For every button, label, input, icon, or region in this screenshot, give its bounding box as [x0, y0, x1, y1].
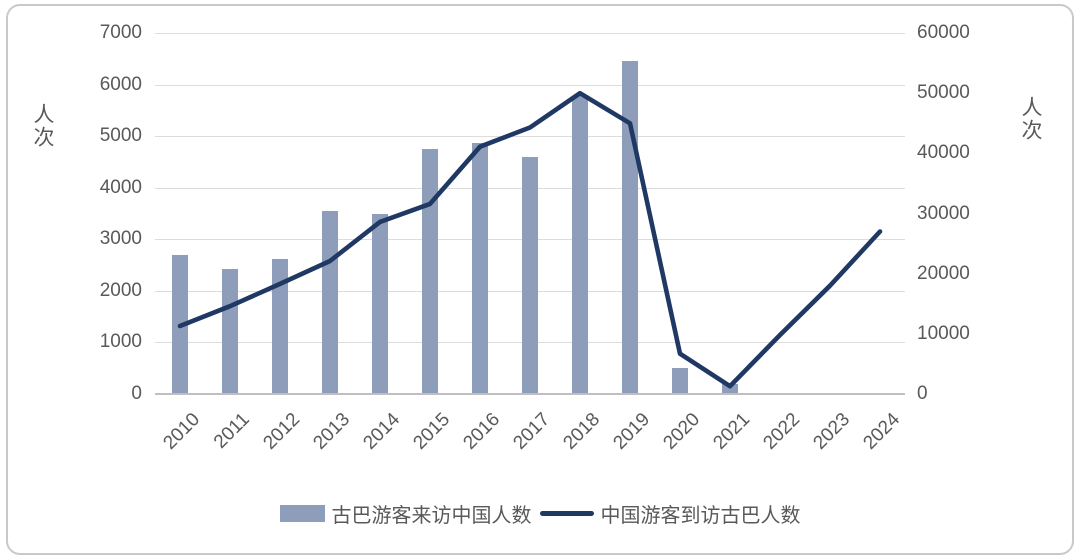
- x-axis-tick-label-2012: 2012: [259, 409, 304, 454]
- left-axis-title: 人次: [31, 103, 55, 149]
- y-axis-left-tick-label: 6000: [99, 73, 142, 95]
- bar-2015: [422, 148, 438, 394]
- legend-item-line: 中国游客到访古巴人数: [539, 499, 801, 528]
- x-axis-line: [155, 393, 905, 395]
- legend-item-bars: 古巴游客来访中国人数: [279, 499, 532, 528]
- legend-line-label: 中国游客到访古巴人数: [600, 505, 801, 527]
- x-axis-tick-label-2020: 2020: [659, 409, 704, 454]
- bar-2016: [472, 142, 488, 394]
- gridline: [155, 84, 905, 86]
- x-axis-tick-label-2023: 2023: [809, 409, 854, 454]
- x-axis-tick-label-2024: 2024: [859, 409, 904, 454]
- x-axis-tick-label-2017: 2017: [509, 409, 554, 454]
- y-axis-left-tick-label: 0: [131, 383, 142, 404]
- bar-2021: [722, 383, 738, 394]
- plot-area: [155, 33, 905, 395]
- legend-line-swatch: [539, 511, 594, 516]
- legend-bar-label: 古巴游客来访中国人数: [331, 505, 532, 527]
- x-axis-tick-label-2011: 2011: [210, 409, 254, 453]
- x-axis-tick-label-2014: 2014: [359, 409, 404, 454]
- x-axis-tick-label-2015: 2015: [409, 409, 454, 454]
- y-axis-left-tick-label: 4000: [99, 176, 142, 198]
- y-axis-right-tick-label: 30000: [917, 202, 970, 224]
- x-axis-tick-label-2019: 2019: [609, 409, 654, 454]
- y-axis-right-tick-label: 40000: [917, 142, 970, 164]
- y-axis-left-tick-label: 2000: [99, 279, 142, 301]
- y-axis-right-tick-label: 60000: [917, 22, 970, 43]
- line-series: [177, 90, 883, 389]
- right-axis-title: 人次: [1019, 96, 1043, 142]
- legend: 古巴游客来访中国人数 中国游客到访古巴人数: [0, 499, 1080, 528]
- y-axis-left-tick-label: 7000: [99, 22, 142, 43]
- gridline: [155, 136, 905, 138]
- bar-2020: [672, 367, 688, 394]
- bar-2011: [222, 268, 238, 394]
- bar-2012: [272, 258, 288, 394]
- bar-2014: [372, 213, 388, 394]
- x-axis-tick-label-2016: 2016: [459, 409, 504, 454]
- trend-line: [177, 90, 883, 389]
- y-axis-right-tick-label: 0: [917, 383, 928, 404]
- x-axis-tick-label-2018: 2018: [559, 409, 604, 454]
- x-axis-tick-label-2010: 2010: [159, 409, 204, 454]
- y-axis-right-tick-label: 10000: [917, 322, 970, 344]
- y-axis-right-tick-label: 50000: [917, 82, 970, 104]
- y-axis-left-tick-label: 1000: [99, 331, 142, 353]
- gridline: [155, 33, 905, 34]
- x-axis-tick-label-2021: 2021: [709, 409, 754, 454]
- x-axis-tick-label-2022: 2022: [759, 409, 804, 454]
- bar-2018: [572, 95, 588, 394]
- y-axis-right-tick-label: 20000: [917, 262, 970, 284]
- bar-2017: [522, 156, 538, 394]
- legend-bar-swatch: [279, 505, 325, 522]
- x-axis-tick-label-2013: 2013: [309, 409, 354, 454]
- y-axis-left-tick-label: 5000: [99, 125, 142, 147]
- y-axis-left-tick-label: 3000: [99, 228, 142, 250]
